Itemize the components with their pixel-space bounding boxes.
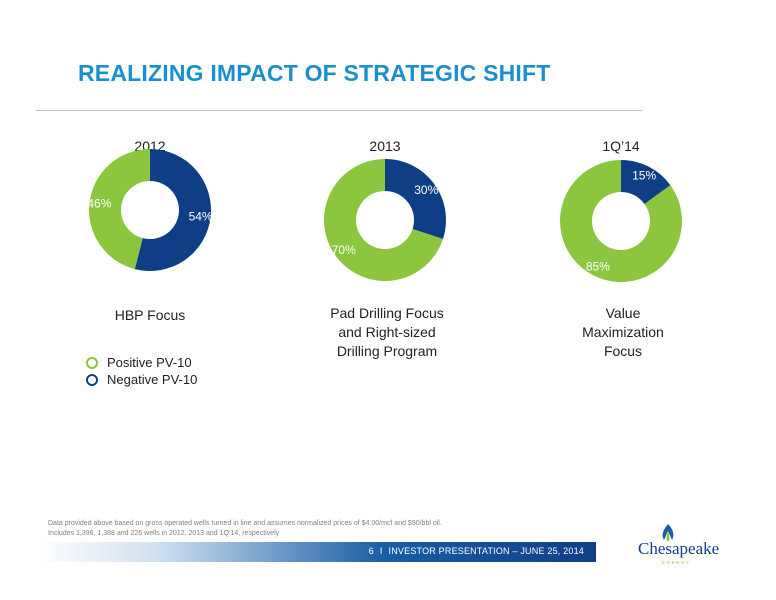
caption-line: Pad Drilling Focus [330, 305, 444, 321]
slice-label-negative: 30% [414, 183, 438, 197]
legend-label: Negative PV-10 [107, 372, 198, 387]
donut-slice-negative [385, 159, 446, 239]
slice-label-negative: 15% [632, 169, 656, 183]
flame-logo-icon [662, 524, 674, 542]
donut-slice-negative [134, 149, 211, 271]
footer-text: 6 I INVESTOR PRESENTATION – JUNE 25, 2014 [369, 546, 584, 556]
donut-slice-positive [88, 149, 150, 270]
slide-title: REALIZING IMPACT OF STRATEGIC SHIFT [78, 60, 551, 86]
legend-marker-negative [86, 373, 98, 386]
slice-label-positive: 85% [586, 259, 610, 273]
caption-2013: Pad Drilling Focus and Right-sized Drill… [307, 304, 467, 361]
caption-line: and Right-sized [338, 324, 436, 340]
slice-label-positive: 46% [87, 197, 111, 211]
caption-line: HBP Focus [114, 307, 186, 323]
donut-slice-negative [621, 160, 671, 204]
page-number: 6 [368, 546, 374, 556]
footnote: Data provided above based on gross opera… [48, 519, 528, 539]
footer-separator: I [379, 546, 383, 556]
donut-slice-positive [323, 159, 444, 281]
footnote-line: Data provided above based on gross opera… [48, 520, 442, 527]
legend-item-negative: Negative PV-10 [86, 371, 197, 388]
caption-line: Maximization [582, 324, 664, 340]
title-divider [36, 110, 642, 111]
chart-title: 2013 [369, 138, 400, 154]
legend-item-positive: Positive PV-10 [86, 354, 197, 371]
caption-line: Value [605, 305, 641, 321]
donut-slice-positive [560, 160, 682, 282]
caption-2012: HBP Focus [70, 306, 230, 325]
legend-label: Positive PV-10 [107, 355, 192, 370]
legend-marker-positive [86, 356, 98, 369]
slice-label-negative: 54% [189, 209, 213, 223]
logo-tagline: ENERGY [662, 560, 691, 565]
chart-legend: Positive PV-10 Negative PV-10 [86, 354, 197, 388]
caption-1q14: Value Maximization Focus [543, 304, 703, 361]
caption-line: Focus [603, 343, 643, 359]
logo-name: Chesapeake [638, 539, 719, 558]
caption-line: Drilling Program [336, 343, 438, 359]
slice-label-positive: 70% [332, 243, 356, 257]
footnote-line: Includes 1,396, 1,388 and 226 wells in 2… [48, 530, 280, 537]
chart-title: 1Q’14 [602, 138, 640, 154]
company-logo: Chesapeake ENERGY [638, 524, 719, 565]
footer-bar: 6 I INVESTOR PRESENTATION – JUNE 25, 2014 [36, 542, 596, 562]
presentation-title: INVESTOR PRESENTATION – JUNE 25, 2014 [388, 546, 584, 556]
